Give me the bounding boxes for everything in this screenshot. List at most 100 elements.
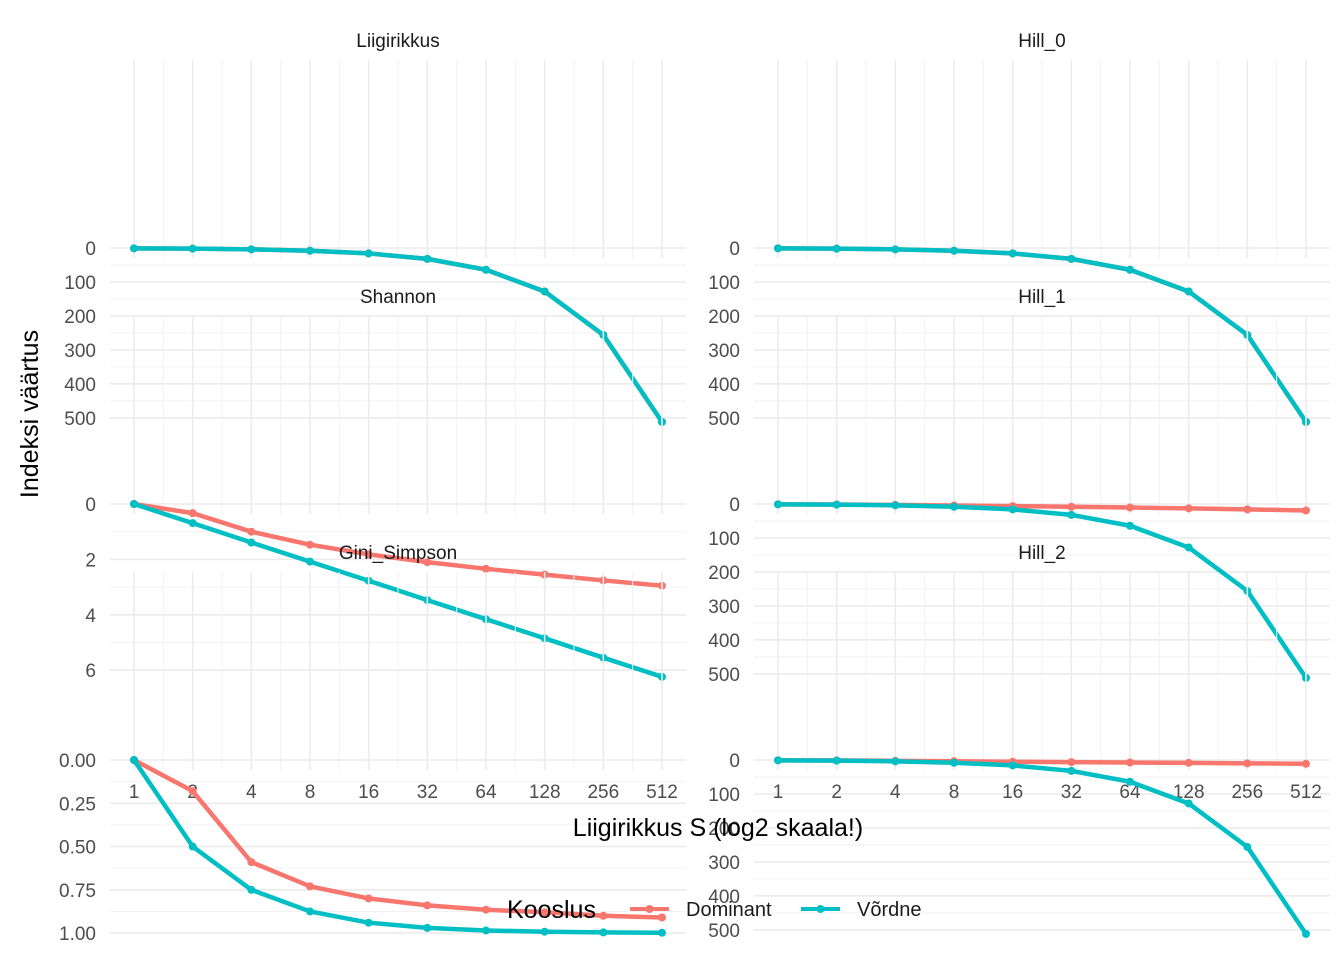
x-tick-label: 1 xyxy=(773,782,784,803)
data-point-v-rdne xyxy=(1008,249,1017,258)
y-axis-title: Indeksi väärtus xyxy=(16,330,44,498)
x-tick-label: 16 xyxy=(358,782,379,803)
y-tick-label: 100 xyxy=(708,273,740,294)
data-point-dominant xyxy=(364,550,373,559)
y-tick-label: 0.75 xyxy=(59,881,96,902)
data-point-v-rdne xyxy=(306,246,314,255)
series-line-v-rdne xyxy=(775,246,1309,425)
data-point-v-rdne xyxy=(891,501,900,510)
data-point-v-rdne xyxy=(130,500,138,508)
legend-key-vordne-point xyxy=(816,905,825,913)
facet-title-shannon: Shannon xyxy=(360,287,436,308)
data-point-v-rdne xyxy=(950,246,958,255)
data-point-dominant xyxy=(247,858,256,867)
data-point-v-rdne xyxy=(774,244,782,253)
panel-liigirikkus: 0 100 200 300 400 500 Liigirikkus xyxy=(64,31,686,430)
x-tick-label: 512 xyxy=(646,782,678,803)
data-point-v-rdne xyxy=(1067,766,1076,775)
x-tick-label: 128 xyxy=(529,782,561,803)
data-point-v-rdne xyxy=(832,500,841,509)
data-point-v-rdne xyxy=(423,254,432,263)
data-point-v-rdne xyxy=(130,756,138,764)
data-point-dominant xyxy=(482,905,490,914)
data-point-dominant xyxy=(658,913,666,922)
x-tick-label: 256 xyxy=(587,782,619,803)
data-point-dominant xyxy=(1302,506,1310,515)
data-point-v-rdne xyxy=(364,918,373,927)
data-point-v-rdne xyxy=(364,249,373,258)
y-tick-label: 0.00 xyxy=(59,751,96,772)
y-tick-label: 400 xyxy=(708,631,740,652)
panel-gini-simpson: 0.000.250.500.751.001248163264128256512G… xyxy=(59,543,686,945)
panels-layer: 0100200300400500Liigirikkus0100200300400… xyxy=(59,31,1330,945)
x-tick-label: 256 xyxy=(1231,782,1263,803)
data-point-v-rdne xyxy=(1184,799,1193,808)
panel-hill-0: 0 100 200 300 400 500 Hill_0 xyxy=(708,31,1330,430)
y-tick-label: 200 xyxy=(708,307,740,328)
y-tick-label: 400 xyxy=(64,375,96,396)
y-tick-label: 0 xyxy=(85,239,96,260)
data-point-dominant xyxy=(364,894,373,903)
data-point-v-rdne xyxy=(1008,505,1017,514)
data-point-dominant xyxy=(540,908,549,917)
x-tick-label: 128 xyxy=(1173,782,1205,803)
data-point-v-rdne xyxy=(247,245,256,254)
facet-title-hill-2: Hill_2 xyxy=(1018,543,1066,564)
series-line-v-rdne xyxy=(775,758,1309,937)
x-tick-label: 32 xyxy=(1061,782,1082,803)
x-tick-label: 512 xyxy=(1290,782,1322,803)
legend-label-dominant: Dominant xyxy=(686,899,772,921)
x-tick-label: 4 xyxy=(890,782,901,803)
y-tick-label: 300 xyxy=(708,597,740,618)
data-point-dominant xyxy=(423,901,432,910)
y-tick-label: 300 xyxy=(64,341,96,362)
y-tick-label: 400 xyxy=(708,375,740,396)
data-point-dominant xyxy=(1243,759,1252,768)
data-point-dominant xyxy=(188,787,197,796)
data-point-v-rdne xyxy=(482,265,490,274)
data-point-dominant xyxy=(1302,759,1310,768)
y-tick-label: 1.00 xyxy=(59,924,96,945)
facet-title-hill-0: Hill_0 xyxy=(1018,31,1066,52)
data-point-dominant xyxy=(247,527,256,536)
data-point-dominant xyxy=(1184,758,1193,767)
series-line-v-rdne xyxy=(131,246,665,425)
y-tick-label: 6 xyxy=(85,661,96,682)
y-tick-label: 0 xyxy=(729,495,740,516)
y-tick-label: 0 xyxy=(729,751,740,772)
y-tick-label: 0 xyxy=(85,495,96,516)
panel-hill-1: 0 100 200 300 400 500 Hill_1 xyxy=(708,287,1330,686)
x-tick-label: 8 xyxy=(949,782,960,803)
y-tick-label: 200 xyxy=(708,819,740,840)
data-point-v-rdne xyxy=(950,758,958,767)
y-tick-label: 500 xyxy=(64,409,96,430)
y-tick-label: 300 xyxy=(708,341,740,362)
data-point-dominant xyxy=(306,540,314,549)
x-tick-label: 8 xyxy=(305,782,316,803)
data-point-v-rdne xyxy=(774,500,782,509)
legend-key-dominant-point xyxy=(645,905,654,913)
data-point-v-rdne xyxy=(188,244,197,253)
y-tick-label: 0 xyxy=(729,239,740,260)
data-point-v-rdne xyxy=(599,928,608,937)
x-tick-label: 4 xyxy=(246,782,257,803)
y-tick-label: 0.25 xyxy=(59,794,96,815)
data-point-v-rdne xyxy=(306,907,314,916)
data-point-v-rdne xyxy=(658,928,666,937)
data-point-v-rdne xyxy=(1184,287,1193,296)
x-tick-label: 16 xyxy=(1002,782,1023,803)
data-point-v-rdne xyxy=(423,923,432,932)
data-point-dominant xyxy=(1126,503,1134,512)
data-point-dominant xyxy=(306,882,314,891)
data-point-v-rdne xyxy=(540,287,549,296)
series-line-dominant xyxy=(131,757,665,920)
legend: Kooslus Dominant Võrdne xyxy=(507,896,922,924)
x-tick-label: 64 xyxy=(1119,782,1141,803)
data-point-dominant xyxy=(1184,504,1193,513)
x-tick-label: 64 xyxy=(475,782,497,803)
y-tick-label: 2 xyxy=(85,550,96,571)
data-point-dominant xyxy=(1243,505,1252,514)
y-tick-label: 0.50 xyxy=(59,838,96,859)
data-point-v-rdne xyxy=(306,557,314,566)
